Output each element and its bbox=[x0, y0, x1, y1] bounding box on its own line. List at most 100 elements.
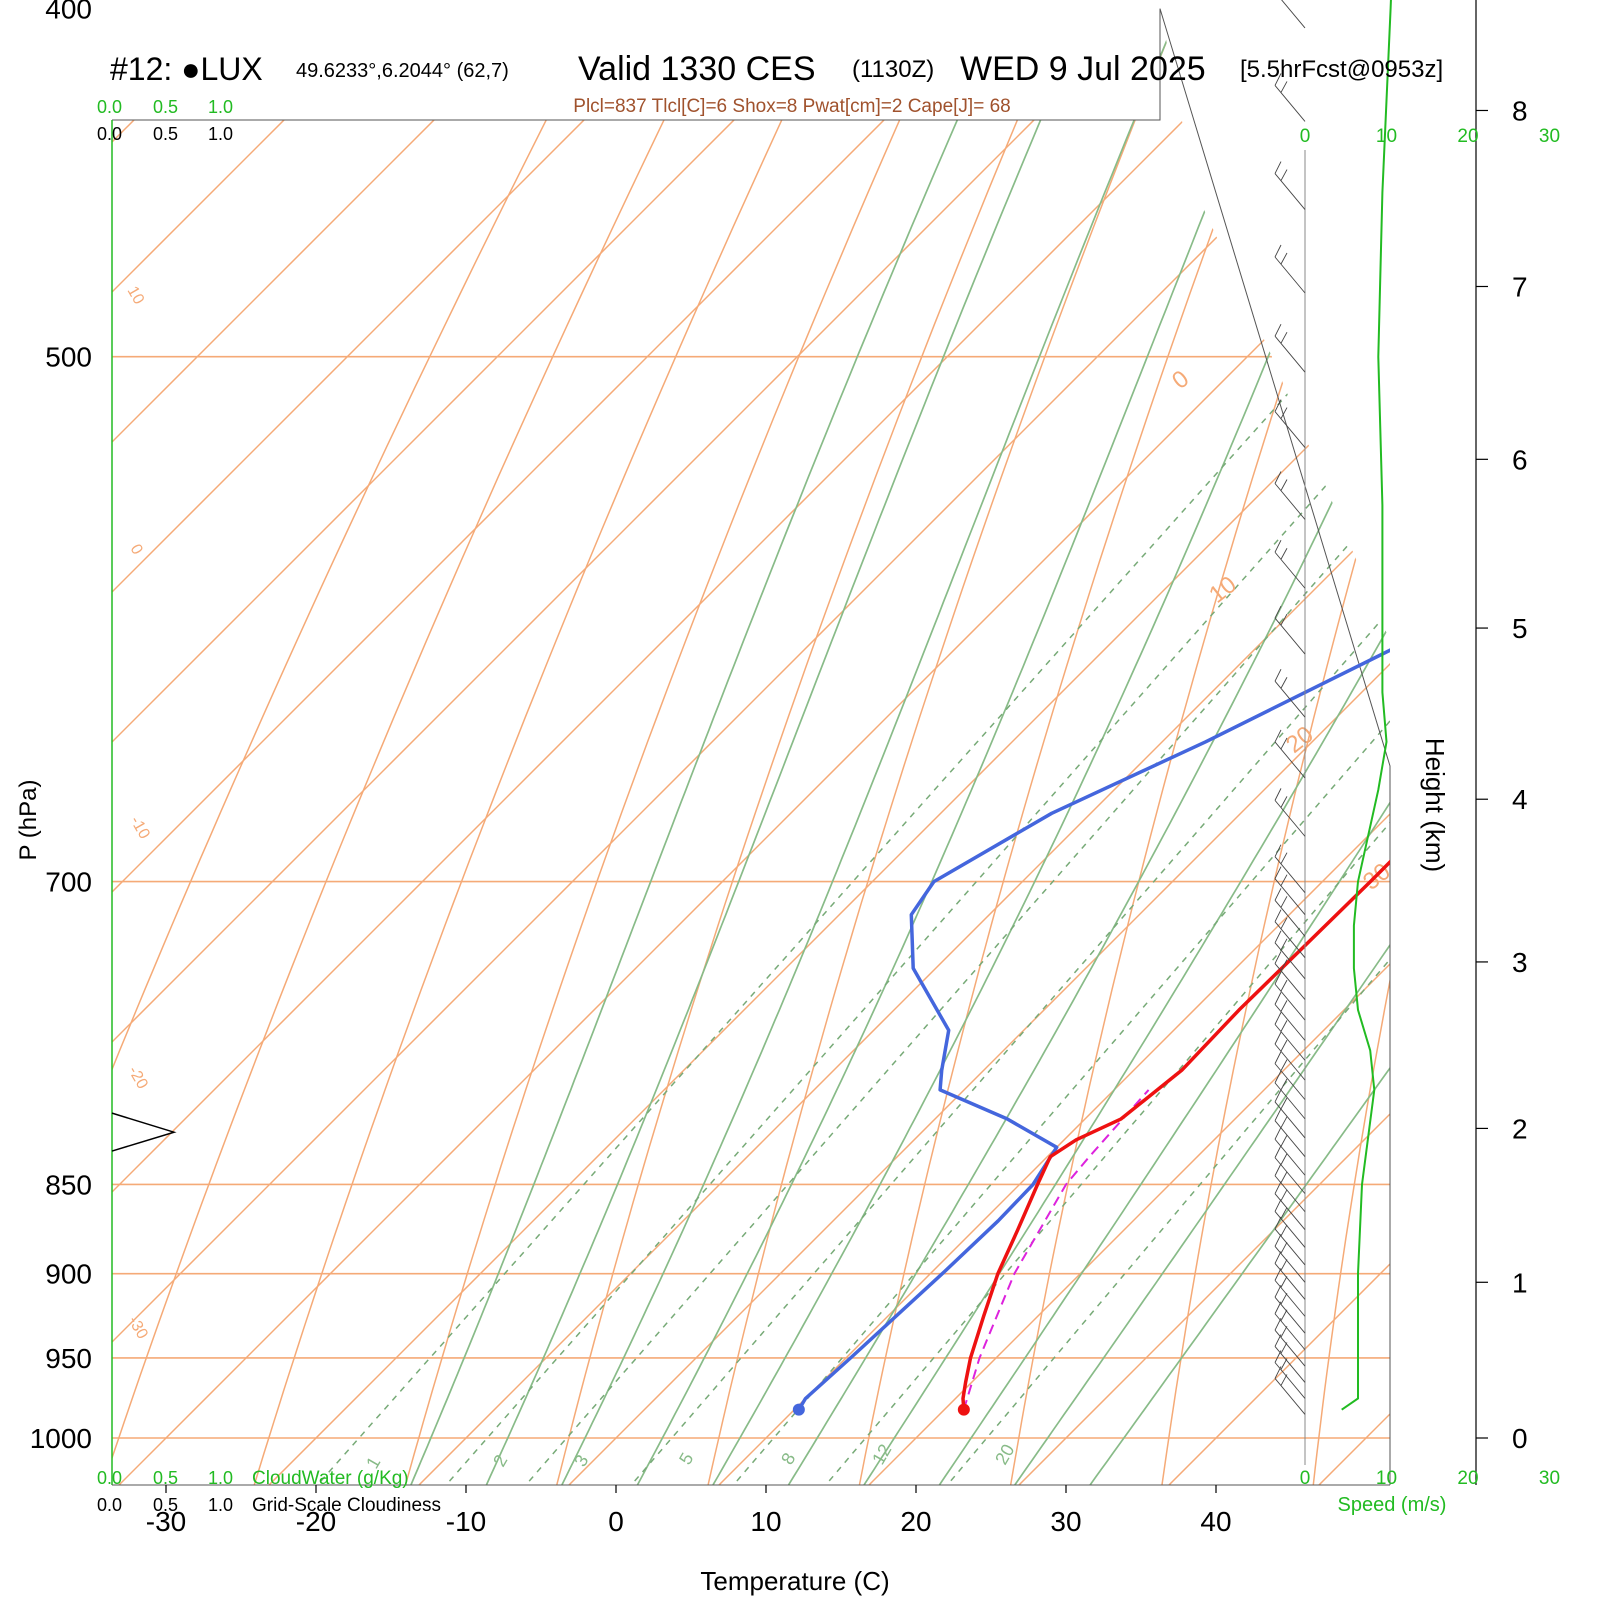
forecast-label: [5.5hrFcst@0953z] bbox=[1240, 56, 1443, 83]
wind-barb bbox=[1274, 540, 1306, 589]
wind-barb-flag bbox=[1280, 677, 1288, 689]
wind-barb-flag bbox=[1274, 1334, 1282, 1347]
isotherm-line bbox=[404, 8, 1390, 1486]
wind-barb-flag bbox=[1280, 1059, 1288, 1071]
wind-barb-flag bbox=[1280, 959, 1288, 971]
wind-barb bbox=[1274, 1251, 1306, 1300]
wind-barb-flag bbox=[1274, 909, 1282, 922]
wind-barb-flag bbox=[1274, 788, 1282, 801]
height-tick-label: 6 bbox=[1512, 444, 1528, 475]
dry-adiabat-line bbox=[1310, 8, 1390, 1486]
cloud-scale-bottom-black-2: 1.0 bbox=[208, 1495, 233, 1515]
wind-barb-flag bbox=[1280, 479, 1288, 491]
dry-adiabat-line bbox=[400, 8, 1339, 1486]
wind-barb-flag bbox=[1280, 252, 1288, 265]
wind-barb-flag bbox=[1274, 1216, 1282, 1230]
wind-barb bbox=[1274, 1268, 1306, 1317]
speed-tick-bottom: 20 bbox=[1457, 1468, 1478, 1489]
wind-barb bbox=[1281, 0, 1306, 29]
dry-adiabat-line bbox=[855, 8, 1390, 1486]
wind-barb-staff bbox=[1274, 1120, 1306, 1157]
wind-barb-staff bbox=[1274, 856, 1306, 893]
wind-barb-staff bbox=[1274, 1101, 1306, 1139]
temperature-tick-label: 30 bbox=[1050, 1506, 1081, 1537]
plot-border bbox=[112, 8, 1391, 1485]
wind-barb-staff bbox=[1274, 1024, 1306, 1061]
wind-barb-flag bbox=[1280, 548, 1288, 560]
isotherm-line bbox=[1004, 8, 1390, 1486]
wind-barb-flag bbox=[1274, 605, 1282, 619]
wind-barb-staff bbox=[1274, 617, 1306, 655]
mixing-ratio-line bbox=[512, 8, 1390, 1486]
wind-barb-flag bbox=[1280, 1116, 1288, 1128]
wind-barb-staff bbox=[1274, 1245, 1306, 1283]
wind-barb-flag bbox=[1274, 729, 1282, 743]
wind-barb-flag bbox=[1280, 1153, 1288, 1165]
temperature-tick-label: 10 bbox=[750, 1506, 781, 1537]
height-tick-label: 2 bbox=[1512, 1113, 1528, 1144]
wind-barb-flag bbox=[1274, 951, 1282, 964]
wind-barb bbox=[1274, 1366, 1306, 1415]
moist-adiabat-label: 8 bbox=[777, 1449, 799, 1468]
temperature-tick-label: 0 bbox=[608, 1506, 624, 1537]
dry-adiabat-label: 0 bbox=[1167, 365, 1194, 395]
wind-barb-flag bbox=[1274, 1070, 1282, 1084]
height-tick-label: 3 bbox=[1512, 947, 1528, 978]
wind-barb-flag bbox=[1280, 169, 1288, 181]
wind-barb-flag bbox=[1280, 1374, 1288, 1386]
wind-barb-flag bbox=[1280, 917, 1288, 929]
height-tick-label: 1 bbox=[1512, 1267, 1528, 1298]
wind-barb-flag bbox=[1280, 1242, 1288, 1254]
wind-barb bbox=[1274, 1284, 1306, 1334]
dry-adiabat-line bbox=[249, 8, 1239, 1486]
dry-adiabat-label: 10 bbox=[124, 284, 148, 308]
wind-barb-staff bbox=[1274, 1296, 1306, 1334]
pressure-tick-label: 500 bbox=[45, 342, 92, 373]
wind-barb-staff bbox=[1274, 1362, 1306, 1399]
wind-barb-flag bbox=[1280, 1097, 1288, 1110]
cloudiness-label: Grid-Scale Cloudiness bbox=[252, 1495, 441, 1516]
wind-barb-flag bbox=[1274, 992, 1282, 1005]
moist-adiabat-line bbox=[1004, 8, 1390, 1486]
wind-barb-flag bbox=[1274, 1284, 1282, 1298]
wind-barb bbox=[1274, 1199, 1306, 1248]
wind-barb bbox=[1274, 1031, 1306, 1081]
height-axis-title: Height (km) bbox=[1420, 738, 1450, 872]
wind-barb-staff bbox=[1274, 1313, 1306, 1351]
dry-adiabat-line bbox=[112, 8, 1040, 1486]
wind-barb-flag bbox=[1274, 1108, 1282, 1121]
isotherm-line bbox=[112, 8, 1390, 1486]
y-axis-title: P (hPa) bbox=[15, 780, 42, 861]
wind-barb-flag bbox=[1280, 938, 1288, 950]
wind-barb-staff bbox=[1274, 1138, 1306, 1176]
moist-adiabat-line bbox=[704, 8, 1390, 1486]
pressure-tick-label: 400 bbox=[45, 0, 92, 25]
valid-z-label: (1130Z) bbox=[852, 56, 934, 83]
wind-barb-flag bbox=[1280, 737, 1288, 750]
wind-barb bbox=[1274, 399, 1306, 448]
wind-barb bbox=[1274, 605, 1306, 655]
wind-barb-staff bbox=[1274, 983, 1306, 1021]
height-tick-label: 8 bbox=[1512, 95, 1528, 126]
wind-barb bbox=[1274, 866, 1306, 915]
wind-barb bbox=[1274, 1012, 1306, 1061]
wind-barb-flag bbox=[1280, 1276, 1288, 1288]
wind-barb-flag bbox=[1274, 1145, 1282, 1158]
moist-adiabat-label: 12 bbox=[868, 1441, 895, 1468]
cloud-scale-top-black-0: 0.0 bbox=[97, 124, 122, 144]
temperature-trace bbox=[961, 8, 1390, 1410]
surface-temperature-point bbox=[957, 1403, 970, 1416]
dry-adiabat-label: -10 bbox=[127, 814, 153, 843]
cloud-scale-bottom-green-1: 0.5 bbox=[153, 1468, 178, 1488]
wind-barb-staff bbox=[1274, 1157, 1306, 1194]
isotherm-line bbox=[112, 8, 1390, 1486]
dry-adiabat-label: 10 bbox=[1204, 571, 1242, 609]
cloud-scale-bottom-green-2: 1.0 bbox=[208, 1468, 233, 1488]
wind-barb-staff bbox=[1274, 256, 1306, 294]
speed-tick-top: 0 bbox=[1300, 126, 1311, 147]
moist-adiabat-line bbox=[404, 8, 1390, 1486]
wind-barb-flag bbox=[1274, 1317, 1282, 1331]
pressure-tick-label: 900 bbox=[45, 1259, 92, 1290]
